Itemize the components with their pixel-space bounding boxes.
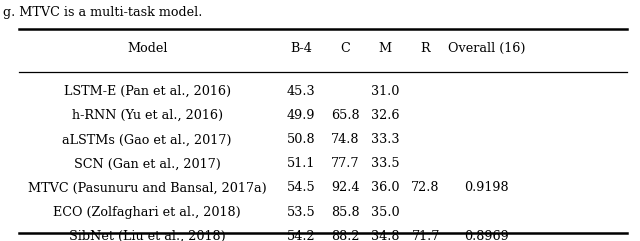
Text: 34.8: 34.8 — [371, 230, 399, 241]
Text: SCN (Gan et al., 2017): SCN (Gan et al., 2017) — [74, 157, 221, 170]
Text: 54.2: 54.2 — [287, 230, 315, 241]
Text: 65.8: 65.8 — [332, 109, 360, 122]
Text: 54.5: 54.5 — [287, 181, 315, 194]
Text: SibNet (Liu et al., 2018): SibNet (Liu et al., 2018) — [69, 230, 225, 241]
Text: 36.0: 36.0 — [371, 181, 399, 194]
Text: 72.8: 72.8 — [412, 181, 440, 194]
Text: 51.1: 51.1 — [287, 157, 315, 170]
Text: 50.8: 50.8 — [287, 133, 315, 146]
Text: ECO (Zolfaghari et al., 2018): ECO (Zolfaghari et al., 2018) — [53, 206, 241, 219]
Text: 32.6: 32.6 — [371, 109, 399, 122]
Text: MTVC (Pasunuru and Bansal, 2017a): MTVC (Pasunuru and Bansal, 2017a) — [28, 181, 267, 194]
Text: 45.3: 45.3 — [287, 85, 315, 98]
Text: 71.7: 71.7 — [412, 230, 440, 241]
Text: M: M — [379, 42, 392, 55]
Text: 49.9: 49.9 — [287, 109, 315, 122]
Text: g. MTVC is a multi-task model.: g. MTVC is a multi-task model. — [3, 6, 203, 19]
Text: 31.0: 31.0 — [371, 85, 399, 98]
Text: 0.8969: 0.8969 — [464, 230, 509, 241]
Text: 85.8: 85.8 — [332, 206, 360, 219]
Text: aLSTMs (Gao et al., 2017): aLSTMs (Gao et al., 2017) — [63, 133, 232, 146]
Text: 92.4: 92.4 — [332, 181, 360, 194]
Text: 33.3: 33.3 — [371, 133, 399, 146]
Text: Overall (16): Overall (16) — [447, 42, 525, 55]
Text: Model: Model — [127, 42, 168, 55]
Text: 33.5: 33.5 — [371, 157, 399, 170]
Text: 0.9198: 0.9198 — [464, 181, 509, 194]
Text: B-4: B-4 — [290, 42, 312, 55]
Text: R: R — [420, 42, 431, 55]
Text: C: C — [340, 42, 351, 55]
Text: 77.7: 77.7 — [332, 157, 360, 170]
Text: 35.0: 35.0 — [371, 206, 399, 219]
Text: h-RNN (Yu et al., 2016): h-RNN (Yu et al., 2016) — [72, 109, 223, 122]
Text: 88.2: 88.2 — [332, 230, 360, 241]
Text: 74.8: 74.8 — [332, 133, 360, 146]
Text: LSTM-E (Pan et al., 2016): LSTM-E (Pan et al., 2016) — [63, 85, 231, 98]
Text: 53.5: 53.5 — [287, 206, 315, 219]
